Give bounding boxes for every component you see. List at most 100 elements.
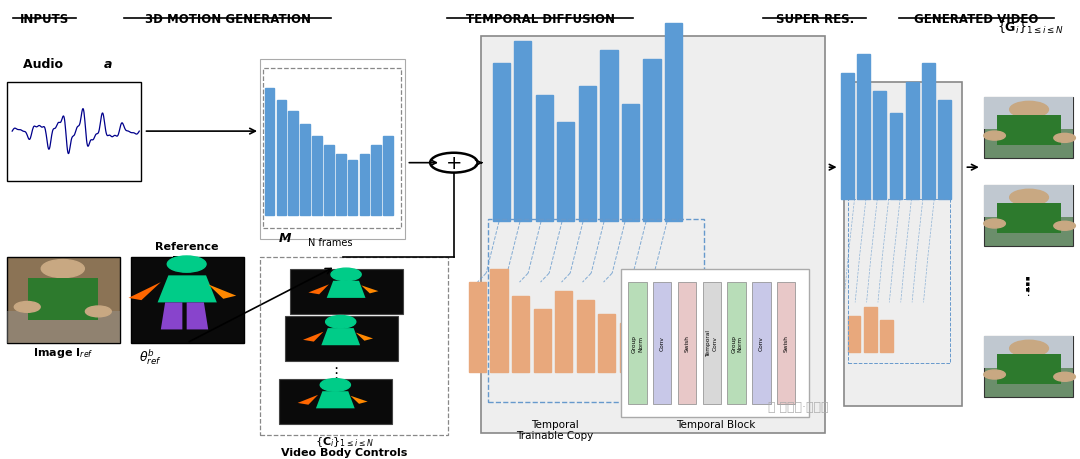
Circle shape — [984, 370, 1005, 379]
Circle shape — [330, 269, 361, 281]
Bar — [984, 186, 1074, 217]
Bar — [598, 314, 616, 372]
Text: M: M — [279, 232, 291, 245]
Bar — [372, 146, 381, 215]
Circle shape — [1010, 190, 1049, 206]
Polygon shape — [350, 396, 367, 404]
Circle shape — [984, 219, 1005, 229]
Bar — [858, 56, 870, 199]
Bar — [265, 89, 274, 215]
Bar — [997, 116, 1062, 146]
Circle shape — [85, 306, 111, 317]
Text: Swish: Swish — [784, 335, 788, 352]
Bar — [285, 316, 397, 361]
Bar — [536, 96, 553, 222]
Text: Conv: Conv — [759, 336, 764, 351]
Bar — [131, 258, 244, 343]
Text: $\{\mathbf{C}_i\}_{1\leq i\leq N}$: $\{\mathbf{C}_i\}_{1\leq i\leq N}$ — [314, 434, 374, 448]
Bar — [288, 112, 298, 215]
Bar — [922, 64, 935, 199]
Text: Swish: Swish — [685, 335, 689, 352]
Polygon shape — [129, 282, 161, 301]
Bar — [848, 199, 950, 364]
Polygon shape — [161, 303, 183, 330]
Polygon shape — [208, 285, 237, 299]
Bar — [534, 309, 551, 372]
Text: ⋮: ⋮ — [1018, 275, 1038, 294]
Polygon shape — [327, 281, 365, 298]
Bar — [984, 336, 1074, 397]
Text: Image I$_{ref}$: Image I$_{ref}$ — [32, 346, 93, 359]
Bar — [579, 87, 596, 222]
Circle shape — [1054, 372, 1076, 381]
Text: Temporal Block: Temporal Block — [676, 419, 755, 429]
Bar — [620, 323, 637, 372]
Bar — [880, 321, 893, 352]
Text: TEMPORAL DIFFUSION: TEMPORAL DIFFUSION — [465, 13, 615, 26]
Text: Group
Norm: Group Norm — [632, 334, 643, 352]
Polygon shape — [322, 328, 360, 346]
Bar — [906, 82, 919, 199]
Bar — [874, 91, 887, 199]
Bar — [512, 296, 529, 372]
Bar — [490, 269, 508, 372]
Bar — [621, 269, 809, 417]
Bar — [469, 282, 486, 372]
Text: $\{\mathbf{G}_i\}_{1\leq i\leq N}$: $\{\mathbf{G}_i\}_{1\leq i\leq N}$ — [997, 19, 1064, 35]
Text: Temporal
Trainable Copy: Temporal Trainable Copy — [516, 419, 594, 440]
Text: Temporal
Conv: Temporal Conv — [706, 330, 717, 357]
Text: SUPER RES.: SUPER RES. — [775, 13, 854, 26]
Bar — [848, 316, 861, 352]
Bar — [703, 282, 721, 404]
Bar — [555, 291, 572, 372]
Bar — [264, 69, 401, 229]
Bar — [6, 82, 141, 181]
Circle shape — [1010, 102, 1049, 118]
Text: Video Body Controls: Video Body Controls — [281, 447, 407, 457]
Bar — [557, 123, 575, 222]
Bar — [6, 312, 120, 343]
Bar — [514, 42, 531, 222]
Polygon shape — [355, 333, 373, 341]
Bar — [939, 101, 951, 199]
Circle shape — [321, 379, 350, 392]
Bar — [864, 307, 877, 352]
Bar — [300, 125, 310, 215]
Polygon shape — [316, 392, 354, 409]
Bar — [577, 301, 594, 372]
Bar — [488, 219, 704, 402]
Text: ⋮: ⋮ — [327, 365, 343, 380]
Circle shape — [41, 260, 84, 278]
Circle shape — [14, 302, 40, 313]
Polygon shape — [303, 332, 324, 342]
Bar — [280, 379, 392, 424]
Circle shape — [984, 132, 1005, 141]
Bar — [997, 204, 1062, 233]
Bar — [324, 146, 334, 215]
Text: Group
Norm: Group Norm — [731, 334, 742, 352]
Bar — [312, 136, 322, 215]
Bar — [997, 354, 1062, 384]
Text: 🔵 公众号·新智元: 🔵 公众号·新智元 — [768, 400, 828, 413]
Bar — [622, 105, 639, 222]
Bar — [841, 73, 854, 199]
Text: $\theta^b_{ref}$: $\theta^b_{ref}$ — [138, 347, 161, 366]
Bar — [336, 154, 346, 215]
Text: Pose: Pose — [172, 256, 202, 265]
Bar — [653, 282, 672, 404]
Text: N frames: N frames — [308, 237, 352, 247]
Text: GENERATED VIDEO: GENERATED VIDEO — [914, 13, 1039, 26]
Bar — [28, 278, 98, 321]
Bar — [600, 51, 618, 222]
Bar — [984, 336, 1074, 368]
Bar — [383, 136, 393, 215]
Bar — [984, 186, 1074, 246]
Circle shape — [1054, 134, 1076, 143]
Bar — [665, 24, 683, 222]
Bar — [629, 282, 647, 404]
Bar — [752, 282, 770, 404]
Text: Conv: Conv — [660, 336, 665, 351]
Bar — [777, 282, 795, 404]
Circle shape — [1054, 222, 1076, 231]
Polygon shape — [158, 276, 217, 303]
